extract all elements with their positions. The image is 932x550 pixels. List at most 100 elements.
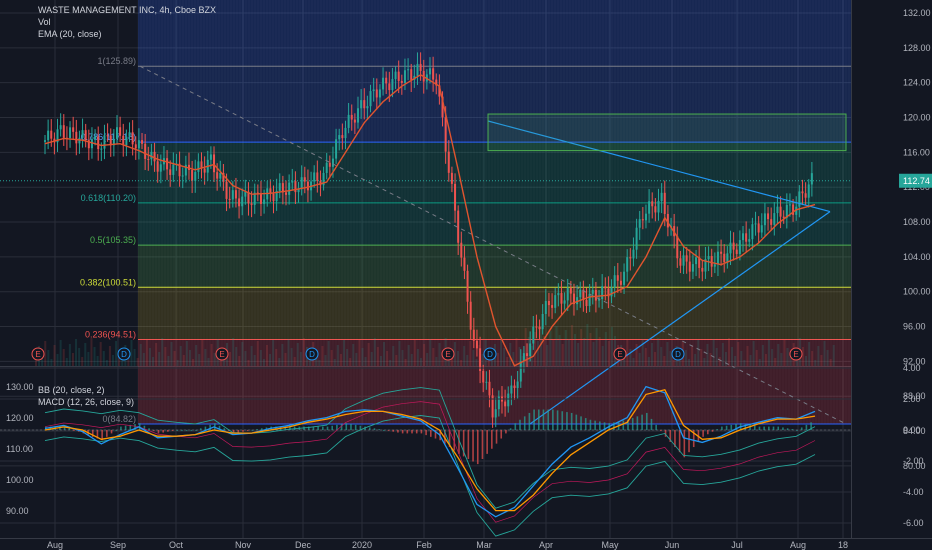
candle-body bbox=[166, 158, 169, 170]
candle-body bbox=[557, 293, 560, 296]
macd-histogram-bar bbox=[777, 426, 780, 430]
volume-bar bbox=[552, 340, 555, 366]
ema-path bbox=[44, 73, 816, 367]
macd-histogram-bar bbox=[331, 425, 334, 430]
candle-body bbox=[112, 138, 115, 146]
price-axis-tick: 100.00 bbox=[903, 287, 931, 297]
volume-bar bbox=[309, 356, 312, 366]
macd-histogram-bar bbox=[401, 430, 404, 434]
macd-histogram-bar bbox=[678, 430, 681, 453]
volume-bar bbox=[241, 342, 244, 366]
volume-bar bbox=[527, 337, 530, 366]
macd-histogram-bar bbox=[138, 423, 141, 430]
earnings-marker bbox=[789, 347, 803, 361]
candle-body bbox=[776, 206, 779, 214]
symbol-title[interactable]: WASTE MANAGEMENT INC, 4h, Cboe BZX bbox=[38, 5, 217, 15]
volume-bar bbox=[247, 360, 250, 366]
macd-label[interactable]: MACD (12, 26, close, 9) bbox=[38, 397, 135, 407]
price-axis-tick: 120.00 bbox=[903, 113, 931, 123]
dividend-marker bbox=[483, 347, 497, 361]
macd-histogram-bar bbox=[148, 428, 150, 430]
lower-indicator-pane[interactable]: 130.00 120.00 110.00 100.00 90.00 4.00 2.00 0.0… bbox=[0, 363, 926, 537]
volume-bar bbox=[139, 344, 142, 366]
earnings-marker bbox=[441, 347, 455, 361]
macd-histogram-bar bbox=[636, 416, 639, 430]
volume-bar bbox=[235, 347, 238, 366]
drawing-overlays[interactable] bbox=[0, 65, 851, 425]
macd-histogram-bar bbox=[392, 430, 395, 432]
candle-body bbox=[194, 171, 197, 181]
volume-bar bbox=[632, 358, 635, 366]
macd-histogram-bar bbox=[218, 425, 221, 430]
candle-body bbox=[598, 299, 601, 301]
volume-bar bbox=[210, 344, 213, 366]
vol-label[interactable]: Vol bbox=[38, 17, 51, 27]
candle-body bbox=[723, 253, 726, 263]
candle-body bbox=[472, 329, 475, 341]
candle-body bbox=[485, 381, 488, 383]
candle-body bbox=[576, 297, 579, 305]
volume-bar bbox=[349, 358, 352, 366]
macd-histogram-bar bbox=[805, 424, 808, 430]
candle-body bbox=[782, 216, 785, 218]
macd-histogram-bar bbox=[246, 430, 249, 431]
volume-bar bbox=[718, 357, 721, 366]
candle-body bbox=[742, 233, 745, 241]
candle-body bbox=[322, 172, 325, 186]
macd-histogram-bar bbox=[763, 426, 765, 430]
volume-bar bbox=[133, 349, 136, 366]
volume-bar bbox=[35, 360, 37, 366]
candle-body bbox=[757, 223, 760, 233]
candle-body bbox=[407, 69, 410, 71]
macd-histogram-bar bbox=[566, 412, 568, 430]
macd-histogram-bar bbox=[251, 430, 254, 431]
candle-body bbox=[560, 293, 563, 304]
candle-body bbox=[97, 136, 100, 150]
macd-histogram-bar bbox=[430, 430, 432, 437]
candle-body bbox=[256, 192, 259, 194]
candle-body bbox=[397, 71, 400, 81]
volume-bar bbox=[173, 351, 176, 366]
macd-histogram-bar bbox=[523, 416, 526, 430]
macd-axis-tick: 4.00 bbox=[903, 363, 921, 373]
macd-histogram-bar bbox=[758, 426, 761, 430]
candle-body bbox=[169, 169, 172, 175]
candle-body bbox=[554, 295, 557, 308]
candle-body bbox=[369, 91, 372, 107]
volume-bar bbox=[287, 339, 290, 366]
price-axis-tick: 132.00 bbox=[903, 8, 931, 18]
candle-body bbox=[632, 249, 635, 259]
volume-bar bbox=[580, 329, 583, 366]
candle-body bbox=[551, 305, 554, 308]
candle-body bbox=[100, 148, 103, 150]
volume-bar bbox=[820, 355, 823, 366]
volume-bar bbox=[607, 341, 610, 366]
time-axis-tick: Aug bbox=[47, 540, 63, 550]
macd-histogram-bar bbox=[786, 428, 789, 430]
volume-bar bbox=[407, 345, 410, 366]
volume-bar bbox=[361, 348, 364, 366]
macd-axis-tick: 2.00 bbox=[903, 394, 921, 404]
volume-bar bbox=[127, 354, 130, 366]
candle-body bbox=[403, 70, 406, 83]
ema-label[interactable]: EMA (20, close) bbox=[38, 29, 102, 39]
volume-bar bbox=[500, 339, 503, 366]
volume-bar bbox=[490, 358, 493, 366]
volume-bar bbox=[623, 354, 626, 366]
candle-body bbox=[504, 401, 507, 407]
volume-bar bbox=[416, 349, 419, 366]
macd-histogram-bar bbox=[59, 426, 61, 430]
candle-body bbox=[125, 136, 128, 146]
macd-histogram-bar bbox=[312, 426, 315, 430]
bb-label[interactable]: BB (20, close, 2) bbox=[38, 385, 105, 395]
candle-body bbox=[375, 89, 378, 98]
candle-body bbox=[241, 196, 244, 207]
volume-bar bbox=[71, 353, 74, 366]
candle-body bbox=[582, 289, 585, 300]
volume-bar bbox=[333, 359, 336, 366]
candle-body bbox=[429, 68, 431, 75]
volume-bar bbox=[604, 332, 607, 366]
candle-body bbox=[400, 80, 403, 83]
